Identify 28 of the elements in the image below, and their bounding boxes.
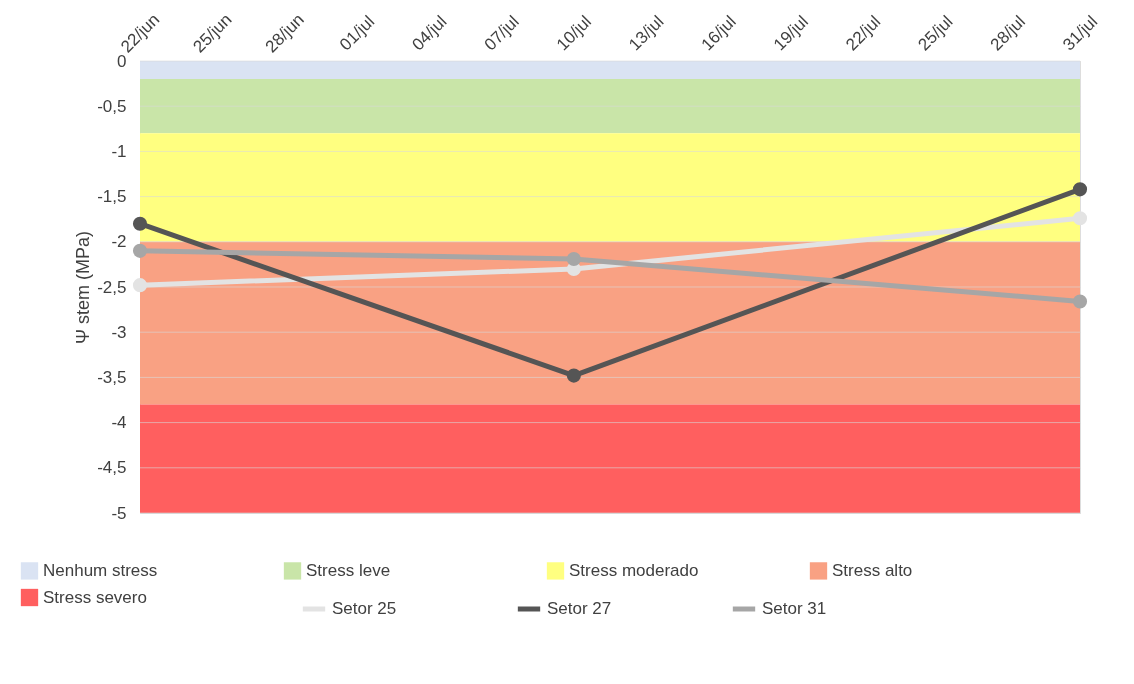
point xyxy=(132,216,148,231)
legend-label: Setor 27 xyxy=(547,599,612,618)
y-tick-label: -1,5 xyxy=(97,187,127,207)
y-tick-label: -2 xyxy=(111,232,127,252)
legend-label: Stress leve xyxy=(306,560,391,580)
y-tick-label: -3 xyxy=(111,322,127,342)
point xyxy=(132,243,148,258)
point xyxy=(566,368,581,383)
y-tick-label: -4,5 xyxy=(97,458,127,478)
y-tick-label: -3,5 xyxy=(97,367,127,387)
legend-label: Stress severo xyxy=(43,587,147,607)
point xyxy=(1072,294,1088,309)
legend-label: Nenhum stress xyxy=(43,560,158,580)
y-tick-label: -2,5 xyxy=(97,277,127,297)
legend-label: Setor 25 xyxy=(332,599,397,618)
legend-label: Stress alto xyxy=(832,560,913,580)
y-axis-title: Ψ stem (MPa) xyxy=(73,230,94,345)
point xyxy=(1072,211,1088,226)
y-tick-label: -5 xyxy=(111,503,127,523)
legend-label: Stress moderado xyxy=(569,560,699,580)
y-tick-label: -0,5 xyxy=(97,96,127,116)
legend-label: Setor 31 xyxy=(762,599,827,618)
point xyxy=(132,278,148,293)
point xyxy=(1072,182,1088,197)
point xyxy=(566,251,581,267)
y-tick-label: 0 xyxy=(117,51,127,71)
y-tick-label: -1 xyxy=(111,141,127,161)
y-tick-label: -4 xyxy=(111,413,127,433)
